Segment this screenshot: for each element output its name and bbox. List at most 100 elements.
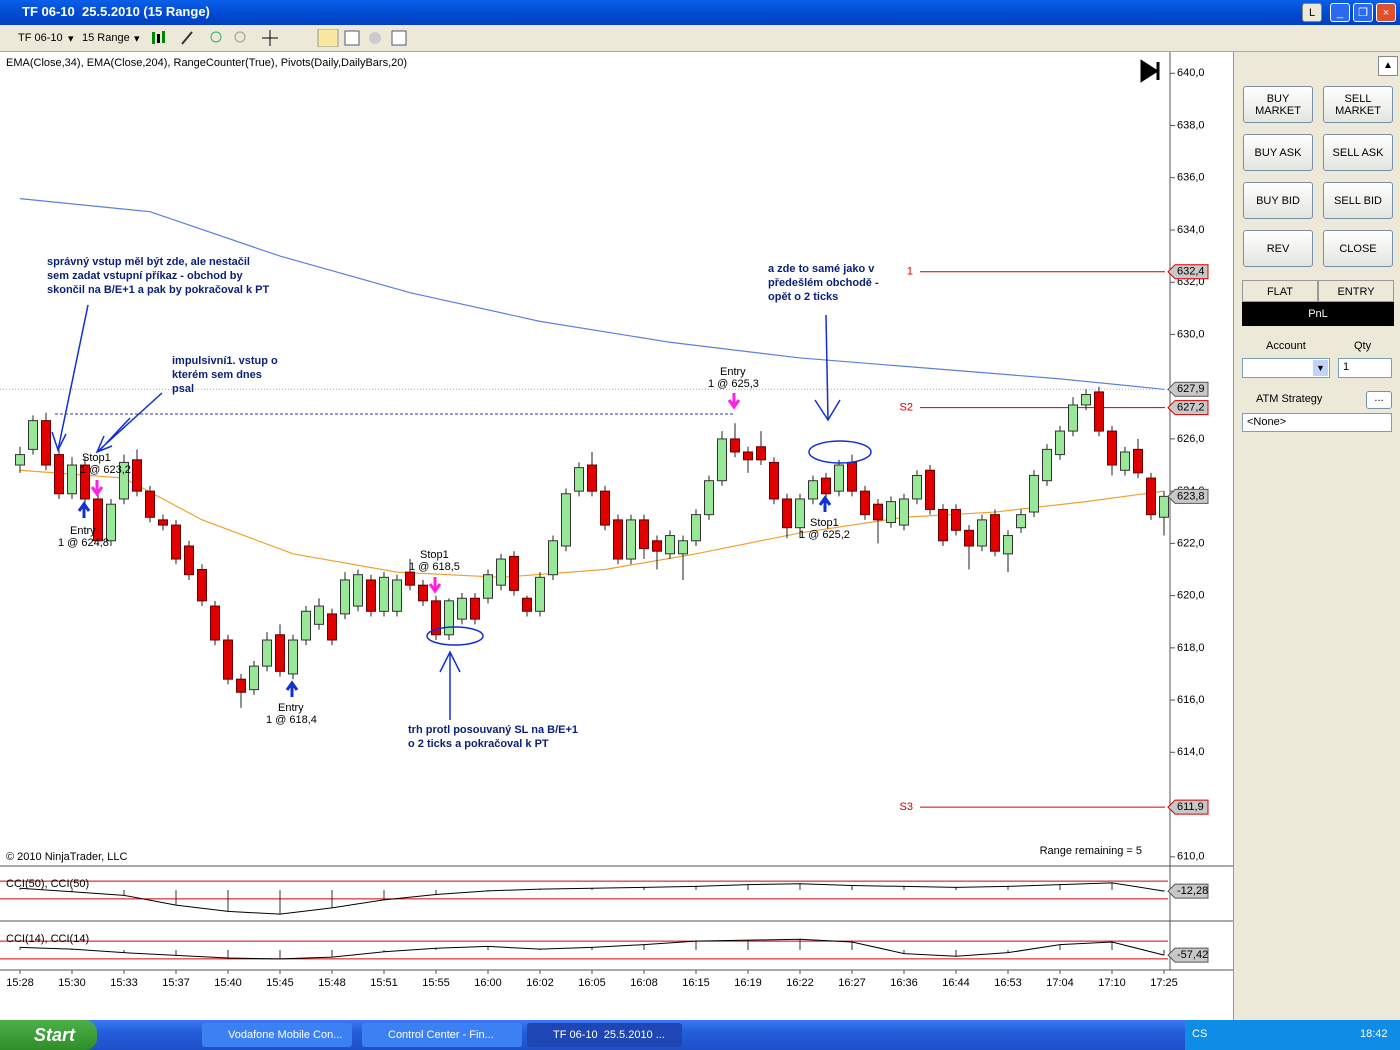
price-flag-label: 627,2 bbox=[1177, 401, 1205, 413]
buy-bid-button[interactable]: BUY BID bbox=[1243, 182, 1313, 219]
candle-body bbox=[418, 584, 428, 602]
x-tick-label: 16:53 bbox=[994, 977, 1022, 989]
y-tick-label: 620,0 bbox=[1177, 590, 1205, 602]
trade-label: Stop1 bbox=[420, 549, 449, 561]
panel-toggle[interactable]: ▲ bbox=[1378, 56, 1398, 76]
candle-body bbox=[496, 558, 506, 586]
account-label: Account bbox=[1266, 340, 1306, 352]
candle-body bbox=[730, 438, 740, 453]
price-flag bbox=[1167, 488, 1209, 504]
cci-line bbox=[19, 938, 1165, 960]
trade-label: Entry bbox=[278, 702, 304, 714]
period-select[interactable]: 15 Range bbox=[82, 32, 130, 44]
candle-body bbox=[600, 490, 610, 526]
minimize-button[interactable]: _ bbox=[1330, 3, 1350, 22]
taskbar: Start Vodafone Mobile Con... Control Cen… bbox=[0, 1020, 1400, 1050]
sell-ask-button[interactable]: SELL ASK bbox=[1323, 134, 1393, 171]
candle-body bbox=[93, 498, 103, 542]
annotations: správný vstup měl být zde, ale nestačil … bbox=[47, 256, 879, 750]
trade-detail: 1 @ 618,4 bbox=[266, 714, 317, 726]
task-button[interactable]: Control Center - Fin... bbox=[362, 1023, 522, 1047]
candle-body bbox=[197, 568, 207, 602]
x-tick-label: 15:30 bbox=[58, 977, 86, 989]
y-tick-label: 630,0 bbox=[1177, 328, 1205, 340]
price-flag bbox=[1167, 947, 1209, 963]
scroll-end-icon[interactable] bbox=[1140, 59, 1160, 83]
position-tab: FLAT bbox=[1242, 280, 1318, 302]
close-position-button[interactable]: CLOSE bbox=[1323, 230, 1393, 267]
maximize-button[interactable]: ❐ bbox=[1353, 3, 1373, 22]
candle-body bbox=[80, 464, 90, 500]
candle-body bbox=[132, 459, 142, 492]
price-flag bbox=[1167, 400, 1209, 416]
price-flag-label: 611,9 bbox=[1177, 801, 1204, 813]
candle-body bbox=[470, 597, 480, 620]
annotation: impulsivní1. vstup o bbox=[172, 355, 278, 367]
x-tick-label: 15:55 bbox=[422, 977, 450, 989]
trade-detail: 1 @ 618,5 bbox=[409, 561, 460, 573]
candle-body bbox=[1016, 514, 1026, 529]
x-tick-label: 16:08 bbox=[630, 977, 658, 989]
candle-body bbox=[431, 600, 441, 636]
candle-body bbox=[808, 480, 818, 500]
candle-body bbox=[444, 600, 454, 636]
atm-options-button[interactable]: ... bbox=[1366, 391, 1392, 409]
indicator-list: EMA(Close,34), EMA(Close,204), RangeCoun… bbox=[6, 57, 407, 69]
x-tick-label: 15:48 bbox=[318, 977, 346, 989]
link-button[interactable]: L bbox=[1302, 3, 1322, 22]
candle-body bbox=[847, 461, 857, 492]
candle-body bbox=[639, 519, 649, 550]
candle-body bbox=[171, 524, 181, 560]
annotation: psal bbox=[172, 383, 194, 395]
x-tick-label: 16:36 bbox=[890, 977, 918, 989]
reverse-button[interactable]: REV bbox=[1243, 230, 1313, 267]
sell-market-button[interactable]: SELL MARKET bbox=[1323, 86, 1393, 123]
task-button[interactable]: TF 06-10 25.5.2010 ... bbox=[527, 1023, 682, 1047]
close-button[interactable]: × bbox=[1376, 3, 1396, 22]
candle-body bbox=[1146, 477, 1156, 516]
candle-body bbox=[678, 540, 688, 555]
task-button[interactable]: Vodafone Mobile Con... bbox=[202, 1023, 352, 1047]
toolbar: TF 06-10 ▾ 15 Range ▾ bbox=[0, 25, 1400, 52]
candle-body bbox=[548, 540, 558, 576]
candle-body bbox=[15, 454, 25, 466]
clock: 18:42 bbox=[1360, 1028, 1388, 1040]
annotation: skončil na B/E+1 a pak by pokračoval k P… bbox=[47, 284, 270, 296]
title-bar: TF 06-10 25.5.2010 (15 Range) L _ ❐ × bbox=[0, 0, 1400, 25]
candle-body bbox=[938, 508, 948, 542]
buy-market-button[interactable]: BUY MARKET bbox=[1243, 86, 1313, 123]
instrument-select[interactable]: TF 06-10 bbox=[18, 32, 63, 44]
x-tick-label: 16:05 bbox=[578, 977, 606, 989]
candle-body bbox=[886, 501, 896, 523]
candle-body bbox=[301, 610, 311, 641]
buy-ask-button[interactable]: BUY ASK bbox=[1243, 134, 1313, 171]
candle-body bbox=[522, 597, 532, 612]
y-tick-label: 614,0 bbox=[1177, 746, 1205, 758]
candle-body bbox=[561, 493, 571, 547]
annotation: a zde to samé jako v bbox=[768, 263, 875, 275]
y-tick-label: 616,0 bbox=[1177, 694, 1205, 706]
candle-body bbox=[743, 451, 753, 461]
candle-body bbox=[249, 665, 259, 691]
qty-input[interactable]: 1 bbox=[1338, 358, 1392, 378]
candle-body bbox=[483, 574, 493, 599]
account-select[interactable]: ▼ bbox=[1242, 358, 1330, 378]
candle-body bbox=[392, 579, 402, 612]
atm-select[interactable]: <None> bbox=[1242, 413, 1392, 432]
annotation: o 2 ticks a pokračoval k PT bbox=[408, 738, 549, 750]
x-tick-label: 15:51 bbox=[370, 977, 398, 989]
window-title: TF 06-10 25.5.2010 (15 Range) bbox=[22, 4, 210, 19]
start-button[interactable]: Start bbox=[0, 1020, 97, 1050]
pivot-name: S3 bbox=[900, 801, 913, 813]
language-indicator[interactable]: CS bbox=[1192, 1028, 1208, 1040]
candle-body bbox=[275, 634, 285, 672]
price-flag bbox=[1167, 381, 1209, 397]
sell-bid-button[interactable]: SELL BID bbox=[1323, 182, 1393, 219]
chart: EMA(Close,34), EMA(Close,204), RangeCoun… bbox=[0, 52, 1233, 1020]
candle-body bbox=[327, 613, 337, 641]
x-tick-label: 17:25 bbox=[1150, 977, 1178, 989]
x-tick-label: 17:10 bbox=[1098, 977, 1126, 989]
toolbar-icons[interactable] bbox=[150, 29, 410, 47]
y-tick-label: 634,0 bbox=[1177, 224, 1205, 236]
